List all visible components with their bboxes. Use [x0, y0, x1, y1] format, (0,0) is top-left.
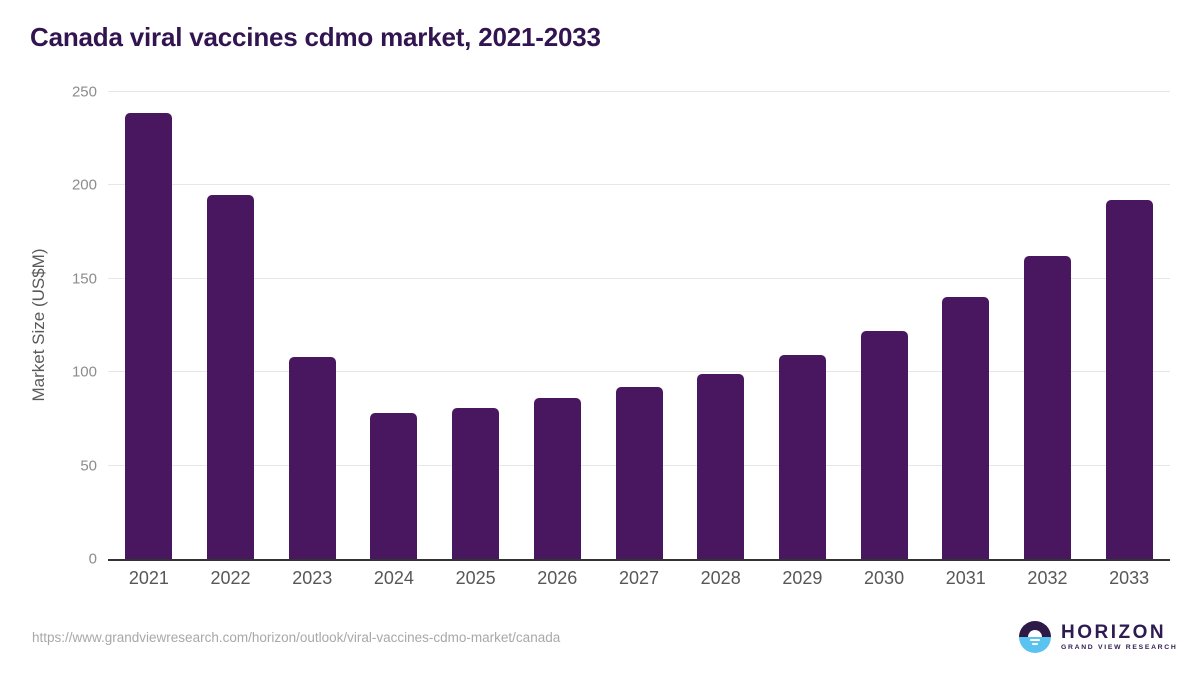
bar-2029[interactable]	[778, 355, 826, 559]
horizon-sun-icon	[1019, 621, 1051, 653]
x-tick-2023: 2023	[292, 568, 333, 588]
bar-2028[interactable]	[697, 374, 745, 559]
logo-brand: HORIZON	[1061, 621, 1167, 643]
y-tick-50: 50	[80, 457, 97, 475]
bar-2027[interactable]	[615, 387, 663, 559]
sun-shape	[1028, 630, 1042, 637]
bar-2024[interactable]	[370, 413, 418, 559]
x-tick-2029: 2029	[782, 568, 823, 588]
x-tick-2033: 2033	[1109, 568, 1150, 588]
bar-2030[interactable]	[860, 331, 908, 559]
bar-2021[interactable]	[125, 112, 173, 559]
x-tick-2030: 2030	[864, 568, 905, 588]
x-tick-2027: 2027	[618, 568, 660, 588]
x-tick-2022: 2022	[210, 568, 251, 588]
reflection-dash	[1032, 643, 1038, 645]
bar-2026[interactable]	[533, 398, 581, 559]
x-axis-tick-labels: 2021 2022 2023 2024 2025 2026 2027 2028 2029 2030…	[108, 568, 1170, 592]
bar-2023[interactable]	[288, 357, 336, 559]
x-tick-2026: 2026	[537, 568, 578, 588]
logo-subbrand: GRAND VIEW RESEARCH	[1061, 643, 1178, 651]
gridline-200	[108, 184, 1170, 186]
y-axis-tick-labels: 0 50 100 150 200 250	[0, 85, 97, 567]
y-tick-200: 200	[71, 176, 97, 194]
horizon-logo: HORIZON GRAND VIEW RESEARCH	[1019, 621, 1178, 653]
x-tick-2028: 2028	[700, 568, 741, 588]
y-tick-0: 0	[88, 550, 97, 568]
x-tick-2024: 2024	[373, 568, 414, 588]
gridline-250	[108, 91, 1170, 92]
reflection-dash	[1030, 639, 1040, 641]
bar-2031[interactable]	[942, 297, 990, 559]
x-tick-2032: 2032	[1027, 568, 1068, 588]
bar-2032[interactable]	[1023, 256, 1071, 559]
bar-2025[interactable]	[452, 407, 500, 559]
source-url: https://www.grandviewresearch.com/horizo…	[32, 630, 561, 645]
bar-2033[interactable]	[1105, 200, 1153, 559]
y-tick-250: 250	[71, 83, 97, 101]
plot-area	[108, 91, 1170, 561]
y-tick-150: 150	[71, 270, 97, 288]
chart-title: Canada viral vaccines cdmo market, 2021-…	[30, 22, 601, 52]
x-tick-2031: 2031	[945, 568, 986, 588]
gridline-100	[108, 371, 1170, 373]
x-tick-2021: 2021	[128, 568, 169, 588]
x-tick-2025: 2025	[455, 568, 496, 588]
y-tick-100: 100	[71, 363, 97, 381]
gridline-150	[108, 277, 1170, 279]
logo-text: HORIZON GRAND VIEW RESEARCH	[1061, 623, 1178, 652]
bar-2022[interactable]	[207, 194, 255, 559]
